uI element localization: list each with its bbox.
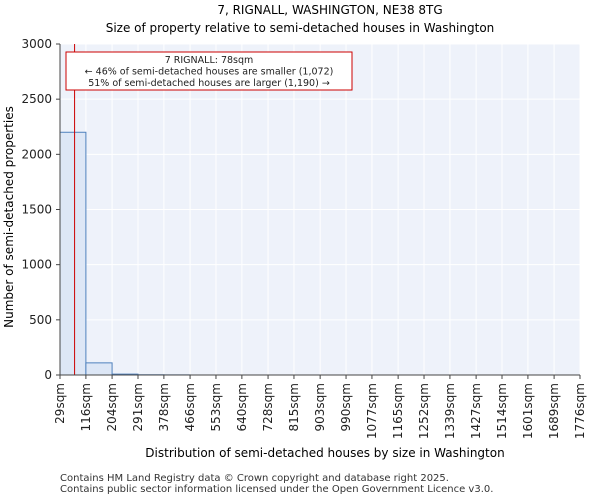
annotation-line: 7 RIGNALL: 78sqm xyxy=(165,55,254,66)
x-tick-label: 466sqm xyxy=(183,383,197,431)
x-tick-label: 378sqm xyxy=(157,383,171,431)
y-tick-label: 0 xyxy=(44,368,52,382)
x-tick-label: 903sqm xyxy=(313,383,327,431)
x-tick-label: 116sqm xyxy=(79,383,93,431)
y-tick-label: 1500 xyxy=(21,203,52,217)
grid-lines xyxy=(60,44,580,375)
y-tick-label: 3000 xyxy=(21,37,52,51)
bar xyxy=(86,363,112,375)
annotation-line: ← 46% of semi-detached houses are smalle… xyxy=(85,67,334,78)
y-tick-label: 2000 xyxy=(21,147,52,161)
x-tick-label: 553sqm xyxy=(209,383,223,431)
chart-subtitle: Size of property relative to semi-detach… xyxy=(106,21,495,35)
x-tick-label: 1776sqm xyxy=(573,383,587,439)
x-tick-label: 1427sqm xyxy=(469,383,483,439)
x-tick-label: 815sqm xyxy=(287,383,301,431)
bar xyxy=(60,132,86,375)
x-tick-label: 1514sqm xyxy=(495,383,509,439)
x-tick-label: 1252sqm xyxy=(417,383,431,439)
x-tick-label: 1077sqm xyxy=(365,383,379,439)
x-tick-label: 1601sqm xyxy=(521,383,535,439)
x-tick-label: 1689sqm xyxy=(547,383,561,439)
x-tick-label: 1165sqm xyxy=(391,383,405,439)
chart-title: 7, RIGNALL, WASHINGTON, NE38 8TG xyxy=(217,3,442,17)
x-axis-label: Distribution of semi-detached houses by … xyxy=(145,446,504,460)
x-tick-label: 29sqm xyxy=(53,383,67,424)
footer-copyright: Contains HM Land Registry data © Crown c… xyxy=(60,473,449,484)
x-tick-label: 640sqm xyxy=(235,383,249,431)
x-tick-label: 1339sqm xyxy=(443,383,457,439)
x-tick-label: 728sqm xyxy=(261,383,275,431)
x-tick-label: 291sqm xyxy=(131,383,145,431)
y-tick-label: 2500 xyxy=(21,92,52,106)
annotation-line: 51% of semi-detached houses are larger (… xyxy=(88,78,330,89)
y-axis-label: Number of semi-detached properties xyxy=(2,106,16,328)
y-tick-label: 500 xyxy=(29,313,52,327)
footer-licence: Contains public sector information licen… xyxy=(60,484,493,495)
x-tick-label: 990sqm xyxy=(339,383,353,431)
y-tick-label: 1000 xyxy=(21,258,52,272)
x-tick-label: 204sqm xyxy=(105,383,119,431)
